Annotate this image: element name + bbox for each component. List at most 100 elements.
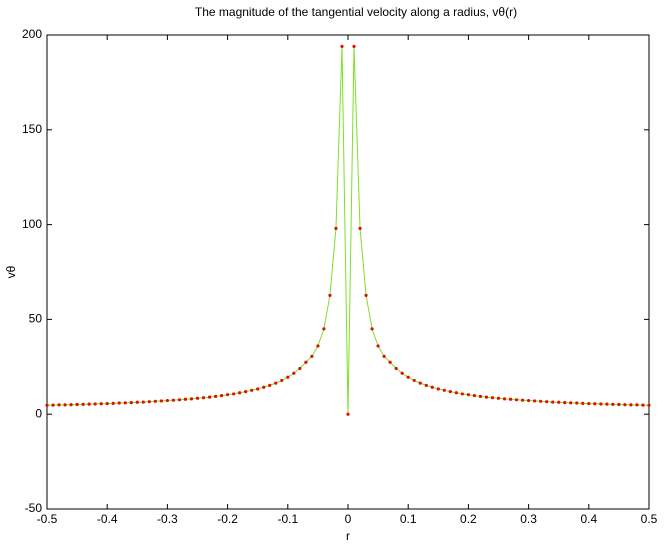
marker — [322, 327, 326, 331]
x-tick-label: -0.2 — [217, 512, 238, 526]
y-tick-label: 150 — [22, 122, 42, 136]
marker — [520, 398, 525, 402]
y-tick-label: 100 — [22, 217, 42, 231]
marker — [617, 402, 621, 407]
marker — [244, 390, 248, 394]
marker — [388, 360, 392, 364]
marker — [213, 394, 218, 398]
marker — [189, 397, 194, 401]
marker — [226, 393, 230, 397]
marker — [599, 402, 603, 406]
y-tick-label: 50 — [29, 312, 43, 326]
marker — [69, 403, 73, 407]
marker — [93, 402, 97, 406]
marker — [183, 397, 188, 401]
marker — [201, 396, 206, 400]
marker — [165, 398, 169, 403]
marker — [454, 391, 458, 395]
marker — [117, 401, 121, 405]
marker — [581, 401, 585, 405]
x-tick-label: -0.4 — [97, 512, 118, 526]
marker — [370, 327, 374, 331]
marker — [147, 400, 151, 404]
marker — [280, 378, 284, 383]
marker — [81, 402, 85, 406]
marker — [123, 401, 127, 405]
marker — [400, 371, 404, 375]
marker — [641, 403, 645, 407]
marker — [394, 366, 398, 371]
chart-title: The magnitude of the tangential velocity… — [195, 5, 517, 19]
marker — [442, 388, 446, 392]
marker — [424, 383, 428, 387]
marker — [75, 402, 79, 407]
marker — [219, 394, 224, 398]
marker — [605, 402, 609, 406]
marker — [232, 392, 236, 396]
x-tick-label: 0 — [345, 512, 352, 526]
marker — [274, 381, 278, 385]
y-tick-label: 0 — [35, 406, 42, 420]
marker — [418, 381, 422, 385]
marker — [478, 394, 483, 398]
marker — [460, 392, 464, 396]
x-tick-label: 0.2 — [460, 512, 477, 526]
marker — [51, 403, 55, 407]
marker — [611, 402, 615, 406]
marker — [262, 385, 266, 389]
marker — [551, 400, 555, 404]
marker — [298, 366, 302, 371]
marker — [430, 385, 434, 389]
marker — [539, 399, 543, 403]
marker — [153, 399, 157, 403]
marker — [623, 403, 627, 407]
marker — [376, 344, 380, 348]
marker — [569, 401, 573, 405]
marker — [472, 394, 477, 398]
marker — [484, 395, 489, 399]
marker — [533, 399, 537, 403]
marker — [382, 354, 386, 358]
marker — [129, 401, 133, 405]
x-axis-label: r — [346, 529, 350, 543]
marker — [105, 401, 109, 406]
y-axis-label: vθ — [4, 265, 18, 278]
marker — [412, 378, 416, 383]
marker — [141, 400, 145, 404]
marker — [593, 402, 597, 406]
marker — [346, 412, 350, 416]
marker — [286, 375, 290, 379]
y-tick-label: -50 — [25, 501, 43, 515]
marker — [364, 293, 368, 297]
marker — [135, 400, 139, 404]
marker — [268, 383, 272, 387]
marker — [340, 44, 344, 48]
marker — [57, 403, 61, 407]
x-tick-label: 0.5 — [641, 512, 658, 526]
marker — [563, 401, 567, 405]
marker — [87, 402, 91, 406]
marker — [406, 375, 410, 379]
marker — [436, 387, 440, 391]
marker — [316, 344, 320, 348]
marker — [292, 371, 296, 375]
marker — [250, 388, 254, 392]
marker — [358, 226, 362, 230]
marker — [111, 401, 115, 405]
marker — [352, 44, 356, 48]
marker — [575, 401, 579, 405]
marker — [304, 360, 308, 364]
marker — [159, 399, 163, 403]
x-tick-label: 0.4 — [580, 512, 597, 526]
marker — [466, 393, 470, 397]
marker — [545, 400, 549, 404]
x-tick-label: 0.1 — [400, 512, 417, 526]
marker — [629, 403, 633, 407]
x-tick-label: -0.3 — [157, 512, 178, 526]
marker — [587, 401, 591, 406]
marker — [45, 403, 49, 407]
marker — [195, 396, 200, 400]
marker — [328, 293, 332, 297]
x-tick-label: 0.3 — [520, 512, 537, 526]
